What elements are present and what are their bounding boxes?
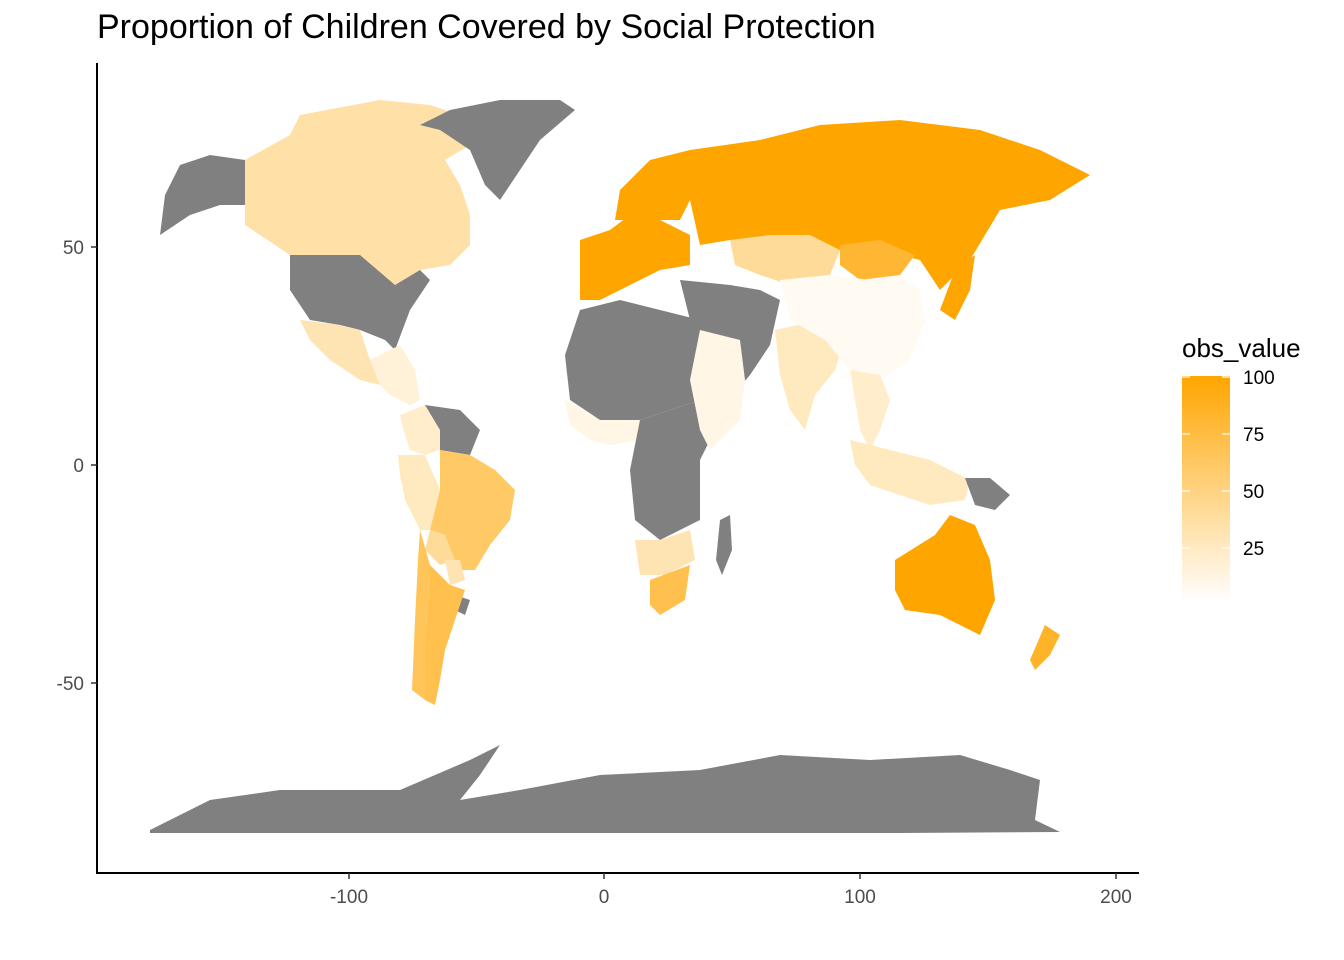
legend-title: obs_value — [1182, 333, 1301, 363]
region-canada — [245, 100, 470, 285]
legend-label: 25 — [1243, 539, 1264, 560]
chart-title: Proportion of Children Covered by Social… — [97, 8, 876, 46]
region-colombia — [400, 405, 440, 455]
region-new-zealand — [1030, 625, 1060, 670]
region-scandinavia — [615, 150, 700, 220]
region-central-africa — [630, 400, 720, 540]
x-tick-label: 100 — [844, 887, 876, 908]
region-mongolia — [840, 240, 915, 280]
legend-label: 100 — [1243, 368, 1275, 389]
region-western-europe — [580, 215, 690, 300]
y-tick-label: 50 — [63, 238, 84, 259]
region-east-africa — [690, 330, 745, 450]
region-antarctica — [150, 745, 1060, 833]
region-argentina — [425, 565, 465, 705]
y-tick-label: -50 — [57, 674, 84, 695]
region-indonesia-philippines — [850, 440, 970, 505]
region-japan — [940, 255, 975, 320]
region-central-america — [370, 345, 420, 405]
region-greenland — [420, 100, 575, 200]
region-united-states — [290, 255, 430, 350]
region-papua-new-guinea — [965, 478, 1010, 510]
region-peru-ecuador — [398, 455, 440, 530]
region-venezuela-guianas — [425, 405, 480, 455]
region-chile — [412, 530, 430, 700]
legend-label: 75 — [1243, 425, 1264, 446]
region-india — [775, 320, 845, 430]
region-australia — [895, 515, 995, 635]
region-bolivia — [425, 530, 455, 565]
map-regions — [150, 100, 1090, 833]
region-southern-africa — [635, 530, 695, 575]
region-southeast-asia — [850, 370, 890, 450]
x-tick-label: 0 — [599, 887, 610, 908]
region-china — [780, 275, 925, 380]
x-tick-label: 200 — [1100, 887, 1132, 908]
region-south-africa — [650, 565, 690, 615]
x-tick-label: -100 — [330, 887, 368, 908]
region-paraguay — [445, 560, 465, 585]
region-north-africa — [565, 300, 700, 420]
legend-colorbar — [1182, 376, 1230, 602]
region-alaska-us — [160, 155, 245, 235]
region-madagascar — [716, 515, 732, 575]
region-sahel-west-africa — [565, 400, 640, 445]
legend-label: 50 — [1243, 482, 1264, 503]
region-kazakhstan — [730, 235, 840, 285]
y-tick-label: 0 — [73, 456, 84, 477]
region-brazil — [430, 450, 515, 570]
